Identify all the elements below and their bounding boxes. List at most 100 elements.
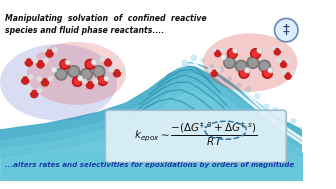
Circle shape [37,77,42,81]
Ellipse shape [203,33,297,92]
Circle shape [195,53,198,57]
Circle shape [271,46,275,50]
Circle shape [211,70,217,77]
Circle shape [41,79,49,86]
Circle shape [199,57,204,62]
Circle shape [224,57,236,68]
Ellipse shape [0,44,117,121]
Ellipse shape [27,42,126,105]
Circle shape [120,67,125,72]
Circle shape [21,57,26,61]
Polygon shape [0,82,302,180]
Circle shape [259,60,270,72]
Circle shape [273,107,278,112]
Circle shape [208,68,212,72]
Circle shape [237,46,241,50]
Circle shape [237,62,245,70]
Circle shape [93,79,98,84]
Circle shape [215,50,221,57]
Circle shape [244,68,249,73]
Circle shape [275,19,298,42]
Circle shape [37,61,44,68]
Circle shape [218,67,223,72]
Circle shape [31,91,38,98]
Circle shape [25,59,32,66]
Circle shape [103,76,109,81]
Circle shape [264,70,270,77]
Circle shape [114,70,121,77]
Text: $k_{epox}\sim\dfrac{-(\Delta G^{\ddagger,0}+\Delta G^{\ddagger,s})}{RT}$: $k_{epox}\sim\dfrac{-(\Delta G^{\ddagger… [134,121,258,148]
Circle shape [52,68,56,71]
Circle shape [251,49,261,58]
Circle shape [91,60,96,65]
Circle shape [53,48,57,52]
Circle shape [185,60,187,63]
Circle shape [286,59,290,63]
Circle shape [255,94,259,98]
Circle shape [178,44,183,49]
Circle shape [237,83,241,87]
FancyBboxPatch shape [105,110,286,163]
Circle shape [100,57,105,61]
Circle shape [46,50,53,57]
Circle shape [285,73,291,79]
Circle shape [281,61,287,67]
Circle shape [62,61,68,67]
Circle shape [230,59,233,62]
Circle shape [182,60,187,66]
FancyBboxPatch shape [0,9,302,180]
Circle shape [247,57,259,68]
Circle shape [282,70,286,74]
Circle shape [291,70,295,74]
Circle shape [210,65,213,68]
Text: ...alters rates and selectivities for epoxidations by orders of magnitude: ...alters rates and selectivities for ep… [4,162,294,168]
Circle shape [37,88,42,93]
Circle shape [249,58,257,67]
Circle shape [236,60,247,72]
Circle shape [27,88,31,93]
Circle shape [211,48,215,52]
Circle shape [87,61,93,67]
Circle shape [301,127,304,130]
Circle shape [33,58,37,63]
Circle shape [233,49,237,53]
Circle shape [111,57,116,61]
Circle shape [98,76,108,85]
Polygon shape [0,73,302,180]
Circle shape [220,54,226,60]
Circle shape [51,67,57,72]
Circle shape [55,68,67,80]
Circle shape [191,55,196,60]
Circle shape [81,68,92,80]
Circle shape [229,50,236,57]
Circle shape [194,60,198,65]
Circle shape [99,77,106,84]
Circle shape [205,49,208,51]
Circle shape [277,59,281,63]
Circle shape [246,87,251,92]
Circle shape [48,77,53,81]
Circle shape [215,60,218,63]
Circle shape [66,61,69,64]
Circle shape [104,59,112,66]
Circle shape [73,77,82,86]
Circle shape [44,58,48,63]
Text: Manipulating  solvation  of  confined  reactive
species and fluid phase reactant: Manipulating solvation of confined react… [4,14,206,35]
Circle shape [193,53,196,56]
Circle shape [201,59,204,62]
Circle shape [227,49,237,58]
Circle shape [86,81,94,89]
Circle shape [60,59,70,69]
Polygon shape [0,91,302,180]
Circle shape [222,56,225,59]
Circle shape [261,62,269,70]
Circle shape [262,68,272,78]
Circle shape [77,76,83,81]
Circle shape [79,77,82,80]
Circle shape [241,70,247,77]
Circle shape [214,61,217,66]
Circle shape [210,58,215,64]
Circle shape [177,45,182,50]
Circle shape [93,66,105,77]
Circle shape [282,113,287,117]
